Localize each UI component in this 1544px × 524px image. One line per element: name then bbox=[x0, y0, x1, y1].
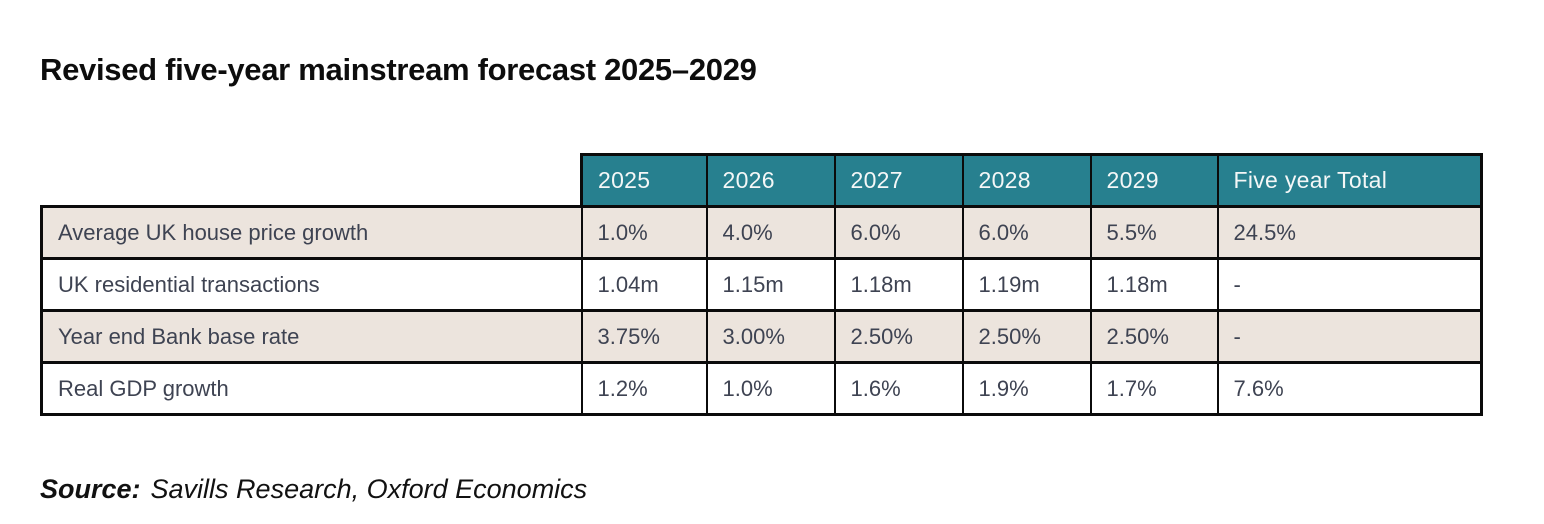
column-header-2028: 2028 bbox=[961, 153, 1092, 208]
page-title: Revised five-year mainstream forecast 20… bbox=[40, 52, 757, 87]
data-cell: 1.15m bbox=[705, 257, 836, 312]
source-attribution: Source: Savills Research, Oxford Economic… bbox=[40, 474, 587, 505]
data-cell: 24.5% bbox=[1216, 205, 1483, 260]
data-cell: 2.50% bbox=[961, 309, 1092, 364]
data-cell: 2.50% bbox=[1089, 309, 1219, 364]
data-cell: 1.04m bbox=[580, 257, 708, 312]
data-cell: 6.0% bbox=[833, 205, 964, 260]
data-cell: 2.50% bbox=[833, 309, 964, 364]
data-cell: 1.18m bbox=[833, 257, 964, 312]
data-cell: 4.0% bbox=[705, 205, 836, 260]
data-cell: 3.75% bbox=[580, 309, 708, 364]
data-cell: 1.0% bbox=[580, 205, 708, 260]
data-cell: 3.00% bbox=[705, 309, 836, 364]
table-row: Average UK house price growth 1.0% 4.0% … bbox=[40, 205, 1483, 260]
row-label-bank-base-rate: Year end Bank base rate bbox=[40, 309, 583, 364]
table-row: Year end Bank base rate 3.75% 3.00% 2.50… bbox=[40, 309, 1483, 364]
data-cell: 1.9% bbox=[961, 361, 1092, 416]
column-header-five-year-total: Five year Total bbox=[1216, 153, 1483, 208]
column-header-2027: 2027 bbox=[833, 153, 964, 208]
table-header-row: 2025 2026 2027 2028 2029 Five year Total bbox=[41, 153, 1483, 208]
data-cell: - bbox=[1216, 257, 1483, 312]
data-cell: - bbox=[1216, 309, 1483, 364]
data-cell: 1.6% bbox=[833, 361, 964, 416]
data-cell: 6.0% bbox=[961, 205, 1092, 260]
column-header-2026: 2026 bbox=[705, 153, 836, 208]
table-row: Real GDP growth 1.2% 1.0% 1.6% 1.9% 1.7%… bbox=[40, 361, 1483, 416]
source-text: Savills Research, Oxford Economics bbox=[150, 474, 588, 504]
forecast-table: 2025 2026 2027 2028 2029 Five year Total… bbox=[40, 153, 1483, 416]
data-cell: 1.19m bbox=[961, 257, 1092, 312]
column-header-2029: 2029 bbox=[1089, 153, 1219, 208]
source-label: Source: bbox=[40, 474, 141, 504]
table-row: UK residential transactions 1.04m 1.15m … bbox=[40, 257, 1483, 312]
data-cell: 1.2% bbox=[580, 361, 708, 416]
data-cell: 1.7% bbox=[1089, 361, 1219, 416]
row-label-residential-transactions: UK residential transactions bbox=[40, 257, 583, 312]
corner-cell bbox=[41, 154, 582, 207]
row-label-house-price-growth: Average UK house price growth bbox=[40, 205, 583, 260]
data-cell: 7.6% bbox=[1216, 361, 1483, 416]
row-label-real-gdp-growth: Real GDP growth bbox=[40, 361, 583, 416]
data-cell: 1.0% bbox=[705, 361, 836, 416]
data-cell: 5.5% bbox=[1089, 205, 1219, 260]
column-header-2025: 2025 bbox=[580, 153, 708, 208]
data-cell: 1.18m bbox=[1089, 257, 1219, 312]
